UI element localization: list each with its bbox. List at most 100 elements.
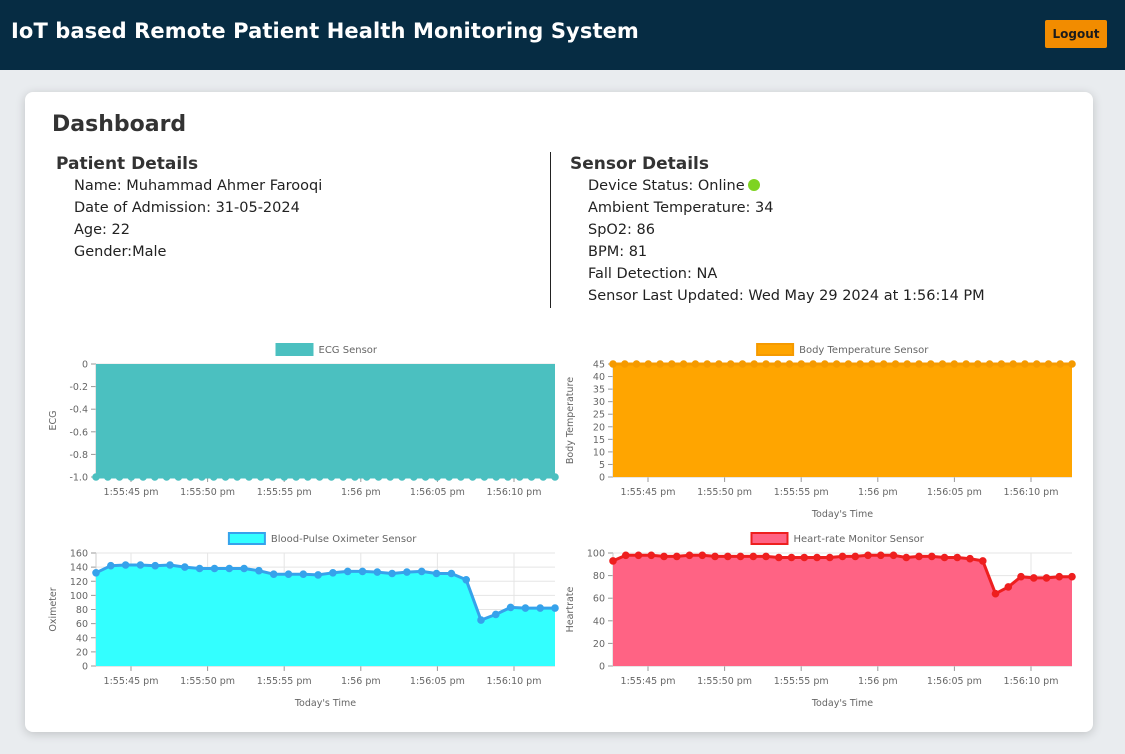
oximeter-data-point [551, 604, 559, 612]
heartrate-x-tick-label: 1:56:05 pm [927, 676, 982, 687]
oximeter-data-point [403, 568, 411, 576]
oximeter-legend-swatch [227, 532, 266, 545]
oximeter-data-point [166, 561, 174, 569]
body-temp-data-point [679, 360, 688, 368]
body-temp-data-point [726, 360, 735, 368]
heartrate-x-tick-label: 1:56:10 pm [1004, 676, 1059, 687]
heartrate-chart: Heart-rate Monitor Sensor 100 80 60 40 20 0 1:5… [562, 529, 1078, 709]
oximeter-data-point [151, 561, 159, 570]
heartrate-x-tick-label: 1:55:55 pm [774, 676, 829, 687]
body-temp-data-point [1044, 360, 1053, 368]
heartrate-y-axis-label: Heartrate [565, 586, 576, 632]
body-temp-data-point [950, 360, 959, 368]
ecg-data-point [386, 473, 395, 481]
device-status-line: Device Status: Online [588, 178, 760, 194]
body-temp-data-point [632, 360, 641, 368]
oximeter-x-tick-label: 1:55:55 pm [257, 676, 312, 687]
heartrate-y-tick-label: 0 [599, 662, 605, 673]
oximeter-data-point [388, 569, 396, 578]
ecg-data-point [151, 473, 159, 481]
heartrate-data-point [1068, 572, 1076, 581]
ecg-data-point [445, 473, 453, 481]
heartrate-data-point [1017, 572, 1025, 581]
oximeter-data-point [314, 571, 322, 579]
ecg-data-point [374, 473, 383, 481]
heartrate-y-tick-label: 80 [593, 571, 605, 582]
device-status-text: Device Status: Online [588, 178, 745, 194]
heartrate-y-tick-label: 20 [593, 639, 605, 650]
oximeter-data-point [343, 567, 352, 576]
app-title: IoT based Remote Patient Health Monitori… [11, 19, 639, 43]
ecg-area [96, 364, 555, 477]
heartrate-data-point [736, 552, 745, 561]
oximeter-x-tick-label: 1:56:10 pm [487, 676, 542, 687]
fall-detection: Fall Detection: NA [588, 266, 718, 282]
heartrate-data-point [851, 552, 860, 561]
ecg-data-point [304, 473, 312, 481]
online-status-dot-icon [747, 179, 760, 191]
ecg-data-point [351, 473, 359, 481]
ecg-data-point [480, 473, 489, 481]
ecg-svg: ECG Sensor 0 -0.2 -0.4 -0.6 -0.8 -1.0 1:55:45 p… [48, 343, 559, 498]
heartrate-y-tick-label: 40 [593, 616, 605, 627]
heartrate-x-tick-label: 1:56 pm [858, 676, 898, 687]
ecg-data-point [115, 473, 124, 481]
body-temp-data-point [738, 360, 747, 368]
heartrate-data-point [864, 551, 872, 560]
heartrate-data-point [749, 552, 758, 561]
body-temp-data-point [974, 360, 982, 368]
body-temp-data-point [856, 360, 865, 368]
ecg-data-point [315, 473, 324, 481]
body-temp-data-point [1021, 360, 1029, 368]
oximeter-data-point [92, 569, 100, 577]
oximeter-data-point [329, 569, 337, 577]
heartrate-data-point [1042, 574, 1051, 582]
body-temp-data-point [668, 360, 676, 368]
body-temperature-chart: Body Temperature Sensor 45 40 35 30 25 20 15 10 5… [562, 340, 1078, 520]
heartrate-area [613, 555, 1072, 666]
body-temp-data-point [985, 360, 994, 368]
heartrate-data-point [902, 553, 911, 562]
body-temp-y-tick-label: 0 [599, 473, 605, 484]
heartrate-data-point [800, 553, 809, 562]
heartrate-data-point [953, 553, 962, 562]
ecg-data-point [551, 473, 559, 481]
ecg-data-point [527, 473, 536, 481]
ecg-data-point [327, 473, 336, 481]
heartrate-data-point [826, 553, 834, 562]
oximeter-y-tick-label: 80 [76, 605, 88, 616]
ecg-data-point [410, 473, 418, 481]
body-temp-y-tick-label: 10 [593, 447, 605, 458]
body-temp-data-point [844, 360, 853, 368]
oximeter-y-tick-label: 140 [70, 563, 88, 574]
ecg-data-point [492, 473, 501, 481]
body-temp-data-point [656, 360, 664, 368]
ecg-data-point [221, 473, 230, 481]
oximeter-chart: Blood-Pulse Oximeter Sensor 160 140 120 100 8… [45, 529, 561, 709]
body-temp-y-tick-label: 20 [593, 422, 605, 433]
oximeter-data-point [373, 568, 382, 576]
heartrate-y-tick-label: 60 [593, 594, 605, 605]
patient-age: Age: 22 [74, 222, 130, 238]
body-temp-data-point [1056, 360, 1065, 368]
oximeter-data-point [299, 570, 308, 579]
ecg-data-point [92, 473, 100, 481]
body-temp-y-tick-label: 30 [593, 397, 605, 408]
ecg-data-point [515, 473, 524, 481]
heartrate-data-point [660, 552, 668, 561]
ecg-legend-label: ECG Sensor [319, 345, 378, 356]
body-temp-x-tick-label: 1:56 pm [858, 487, 898, 498]
body-temp-y-tick-label: 5 [599, 460, 605, 471]
heartrate-data-point [711, 552, 719, 561]
ecg-data-point [292, 473, 300, 481]
ecg-data-point [209, 473, 218, 481]
oximeter-data-point [121, 561, 130, 569]
ecg-data-point [127, 473, 136, 481]
patient-details-heading: Patient Details [56, 154, 199, 174]
heartrate-data-point [685, 551, 694, 560]
heartrate-data-point [838, 552, 847, 561]
heartrate-data-point [991, 589, 1000, 598]
oximeter-data-point [181, 563, 189, 571]
oximeter-data-point [492, 610, 500, 619]
logout-button[interactable]: Logout [1045, 20, 1107, 48]
